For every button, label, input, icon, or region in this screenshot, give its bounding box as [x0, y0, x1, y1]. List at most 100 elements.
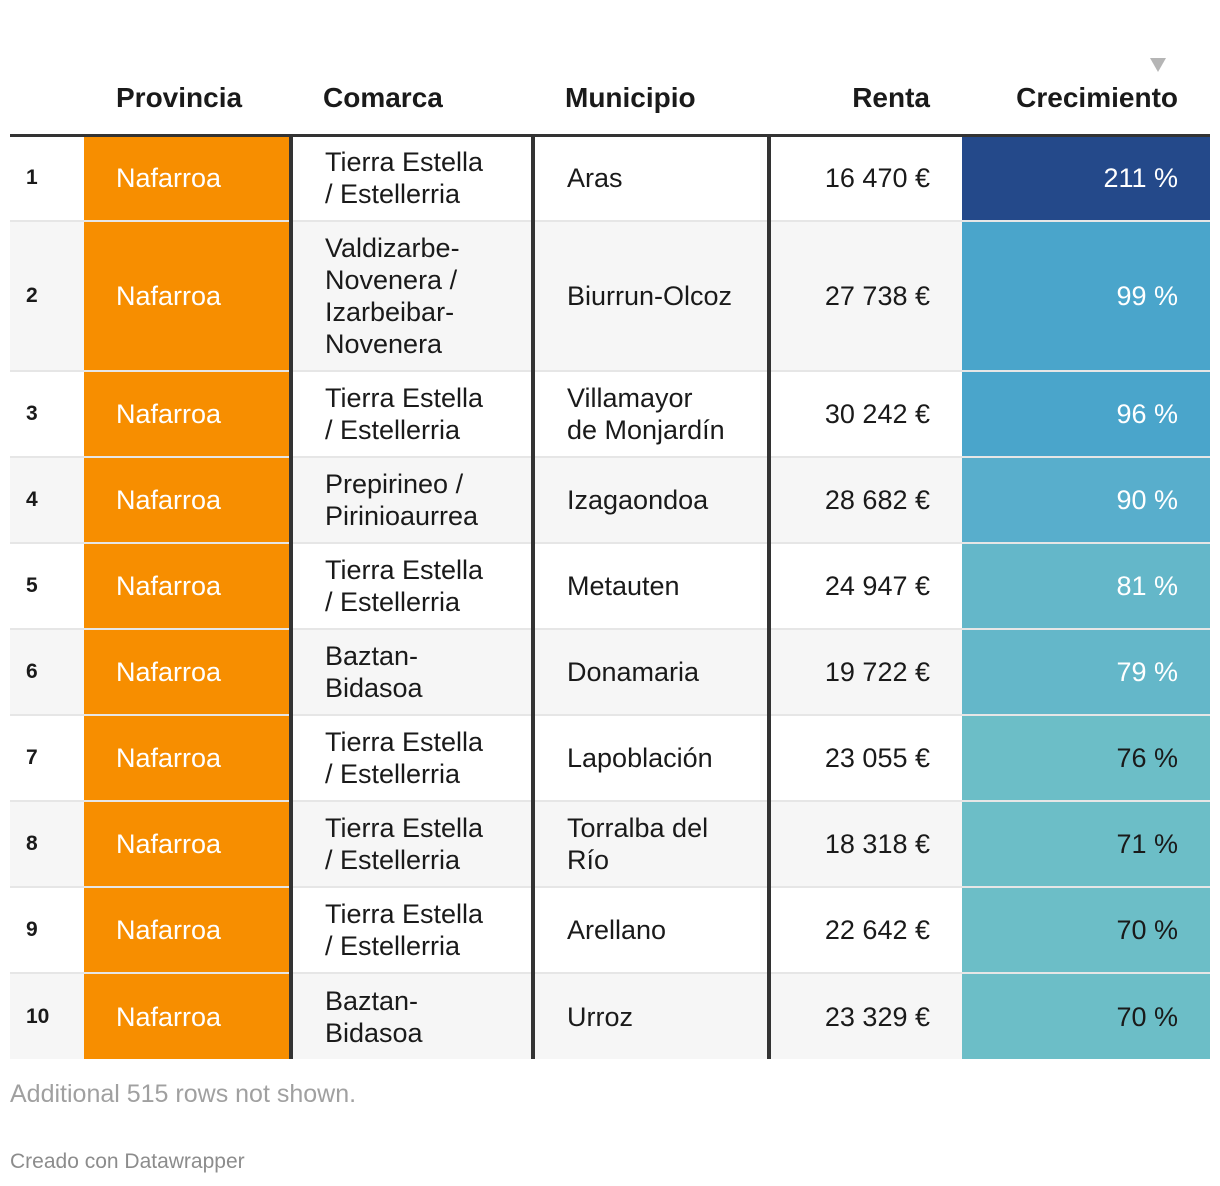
data-table: Provincia Comarca Municipio Renta Crecim…: [10, 78, 1210, 1059]
rank-cell: 4: [10, 457, 84, 544]
crecimiento-cell: 70 %: [962, 887, 1210, 974]
comarca-line: Novenera /: [325, 265, 458, 295]
renta-cell: 23 055 €: [769, 715, 962, 802]
provincia-cell: Nafarroa: [84, 887, 293, 974]
table-row: 8 Nafarroa Tierra Estella / Estellerria Torr…: [10, 801, 1210, 888]
crecimiento-cell: 211 %: [962, 135, 1210, 222]
provincia-cell: Nafarroa: [84, 973, 293, 1059]
header-comarca[interactable]: Comarca: [291, 78, 533, 137]
comarca-line: Tierra Estella: [325, 383, 484, 413]
comarca-line: Tierra Estella: [325, 147, 484, 178]
municipio-line: de Monjardín: [567, 415, 725, 445]
municipio-cell: Donamaria: [533, 629, 771, 716]
comarca-cell: Baztan- Bidasoa: [291, 973, 535, 1059]
header-rank: [10, 78, 84, 137]
table-row: 4 Nafarroa Prepirineo / Pirinioaurrea Izagao…: [10, 457, 1210, 544]
municipio-line: Arellano: [567, 915, 667, 945]
table-row: 7 Nafarroa Tierra Estella / Estellerria Lapo…: [10, 715, 1210, 802]
table-row: 5 Nafarroa Tierra Estella / Estellerria Meta…: [10, 543, 1210, 630]
comarca-line: / Estellerria: [325, 931, 461, 961]
header-crecimiento[interactable]: Crecimiento: [962, 78, 1210, 137]
rank-cell: 3: [10, 371, 84, 458]
rank-cell: 2: [10, 221, 84, 372]
comarca-line: Baztan-: [325, 641, 419, 671]
municipio-cell: Torralba del Río: [533, 801, 771, 888]
comarca-cell: Tierra Estella / Estellerria: [291, 135, 535, 222]
municipio-cell: Aras: [533, 135, 771, 222]
comarca-line: / Estellerria: [325, 179, 461, 210]
comarca-line: Prepirineo /: [325, 469, 464, 499]
crecimiento-cell: 76 %: [962, 715, 1210, 802]
municipio-cell: Arellano: [533, 887, 771, 974]
table-body: 1 Nafarroa Tierra Estella / Estellerria Aras…: [10, 135, 1210, 1059]
crecimiento-cell: 79 %: [962, 629, 1210, 716]
comarca-line: / Estellerria: [325, 587, 461, 617]
provincia-cell: Nafarroa: [84, 543, 293, 630]
comarca-line: Tierra Estella: [325, 555, 484, 585]
provincia-cell: Nafarroa: [84, 715, 293, 802]
municipio-cell: Metauten: [533, 543, 771, 630]
municipio-line: Metauten: [567, 571, 680, 601]
municipio-cell: Urroz: [533, 973, 771, 1059]
municipio-line: Donamaria: [567, 657, 700, 687]
renta-cell: 28 682 €: [769, 457, 962, 544]
comarca-cell: Tierra Estella / Estellerria: [291, 371, 535, 458]
renta-cell: 23 329 €: [769, 973, 962, 1059]
municipio-line: Urroz: [567, 1001, 633, 1032]
comarca-line: Izarbeibar-: [325, 297, 455, 327]
header-renta[interactable]: Renta: [769, 78, 962, 137]
table-row: 1 Nafarroa Tierra Estella / Estellerria Aras…: [10, 135, 1210, 222]
comarca-cell: Prepirineo / Pirinioaurrea: [291, 457, 535, 544]
rank-cell: 10: [10, 973, 84, 1059]
rank-cell: 9: [10, 887, 84, 974]
municipio-cell: Lapoblación: [533, 715, 771, 802]
table-row: 6 Nafarroa Baztan- Bidasoa Donamaria 19 722 €…: [10, 629, 1210, 716]
comarca-line: Tierra Estella: [325, 899, 484, 929]
municipio-line: Torralba del: [567, 813, 709, 843]
table-row: 9 Nafarroa Tierra Estella / Estellerria Arel…: [10, 887, 1210, 974]
table-row: 2 Nafarroa Valdizarbe- Novenera / Izarbeibar…: [10, 221, 1210, 372]
provincia-cell: Nafarroa: [84, 457, 293, 544]
comarca-line: Tierra Estella: [325, 727, 484, 757]
comarca-cell: Valdizarbe- Novenera / Izarbeibar- Novenera: [291, 221, 535, 372]
table-row: 10 Nafarroa Baztan- Bidasoa Urroz 23 329 €70 …: [10, 973, 1210, 1059]
municipio-line: Lapoblación: [567, 743, 713, 773]
renta-cell: 24 947 €: [769, 543, 962, 630]
comarca-cell: Tierra Estella / Estellerria: [291, 543, 535, 630]
comarca-line: Baztan-: [325, 985, 419, 1016]
rank-cell: 6: [10, 629, 84, 716]
rows-not-shown-note: Additional 515 rows not shown.: [10, 1080, 357, 1108]
header-provincia[interactable]: Provincia: [84, 78, 291, 137]
table-row: 3 Nafarroa Tierra Estella / Estellerria Vill…: [10, 371, 1210, 458]
municipio-line: Aras: [567, 163, 623, 194]
municipio-cell: Villamayor de Monjardín: [533, 371, 771, 458]
renta-cell: 22 642 €: [769, 887, 962, 974]
header-row: Provincia Comarca Municipio Renta Crecim…: [10, 78, 1210, 137]
datawrapper-credit[interactable]: Creado con Datawrapper: [10, 1150, 245, 1173]
header-municipio[interactable]: Municipio: [533, 78, 769, 137]
crecimiento-cell: 90 %: [962, 457, 1210, 544]
comarca-cell: Tierra Estella / Estellerria: [291, 887, 535, 974]
rank-cell: 8: [10, 801, 84, 888]
crecimiento-cell: 81 %: [962, 543, 1210, 630]
municipio-line: Izagaondoa: [567, 485, 709, 515]
comarca-line: / Estellerria: [325, 415, 461, 445]
provincia-cell: Nafarroa: [84, 371, 293, 458]
rank-cell: 7: [10, 715, 84, 802]
provincia-cell: Nafarroa: [84, 135, 293, 222]
comarca-line: Valdizarbe-: [325, 233, 460, 263]
renta-cell: 16 470 €: [769, 135, 962, 222]
comarca-cell: Baztan- Bidasoa: [291, 629, 535, 716]
sort-descending-icon[interactable]: [1150, 58, 1166, 72]
comarca-line: Bidasoa: [325, 1017, 423, 1048]
comarca-cell: Tierra Estella / Estellerria: [291, 715, 535, 802]
renta-cell: 30 242 €: [769, 371, 962, 458]
municipio-line: Biurrun-Olcoz: [567, 281, 733, 311]
renta-cell: 18 318 €: [769, 801, 962, 888]
crecimiento-cell: 99 %: [962, 221, 1210, 372]
renta-cell: 19 722 €: [769, 629, 962, 716]
crecimiento-cell: 71 %: [962, 801, 1210, 888]
crecimiento-cell: 70 %: [962, 973, 1210, 1059]
comarca-line: / Estellerria: [325, 759, 461, 789]
comarca-cell: Tierra Estella / Estellerria: [291, 801, 535, 888]
